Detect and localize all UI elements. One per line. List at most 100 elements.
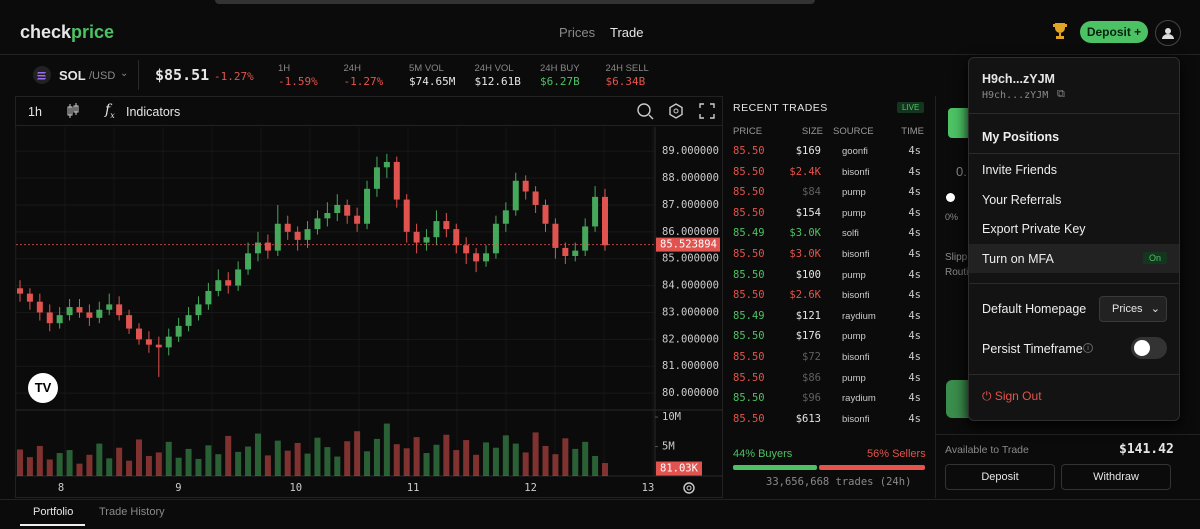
volume-bar bbox=[185, 448, 192, 476]
menu-referrals[interactable]: Your Referrals bbox=[982, 193, 1062, 207]
trade-size: $176 bbox=[795, 330, 821, 343]
divider bbox=[0, 54, 1200, 55]
sellers-bar bbox=[818, 465, 925, 470]
logo[interactable]: checkprice bbox=[20, 22, 114, 43]
candle-icon[interactable] bbox=[66, 103, 80, 122]
deposit-small[interactable]: Deposit bbox=[945, 464, 1055, 490]
candle-body bbox=[205, 290, 212, 305]
trophy-icon[interactable] bbox=[1052, 22, 1068, 40]
signout[interactable]: ⏻ Sign Out bbox=[982, 389, 1042, 403]
y-tick-label: 83.000000 bbox=[662, 306, 719, 318]
homepage-select[interactable]: Prices ⌄ bbox=[1099, 296, 1167, 322]
indicators-button[interactable]: Indicators bbox=[126, 105, 181, 119]
stat-value: $6.27B bbox=[540, 75, 580, 88]
trade-price: 85.49 bbox=[733, 309, 765, 322]
toolbar-icons[interactable] bbox=[636, 102, 716, 123]
info-icon[interactable]: i bbox=[1083, 343, 1093, 353]
trades-header: SIZE bbox=[801, 126, 823, 137]
buyers-bar bbox=[733, 465, 817, 470]
x-tick-label: 10 bbox=[289, 482, 302, 494]
trade-time: 4s bbox=[908, 186, 921, 199]
nav-prices[interactable]: Prices bbox=[559, 25, 596, 40]
candle-body bbox=[225, 280, 232, 286]
stat-label: 24H BUY bbox=[540, 63, 580, 74]
volume-bar bbox=[76, 463, 83, 476]
y-tick-label: 86.000000 bbox=[662, 226, 719, 238]
volume-bar bbox=[175, 457, 182, 476]
settings-icon[interactable] bbox=[682, 481, 696, 498]
trade-source: pump bbox=[842, 269, 866, 281]
trade-time: 4s bbox=[908, 309, 921, 322]
interval[interactable]: 1h bbox=[28, 105, 42, 119]
trade-price: 85.50 bbox=[733, 371, 765, 384]
candle-body bbox=[76, 307, 83, 313]
candle-body bbox=[552, 223, 559, 248]
account-menu bbox=[968, 57, 1180, 421]
candle-body bbox=[492, 223, 499, 254]
trade-size: $84 bbox=[802, 186, 821, 199]
trade-source: goonfi bbox=[842, 146, 868, 157]
trade-size: $154 bbox=[795, 206, 821, 219]
deposit-button[interactable]: Deposit + bbox=[1080, 21, 1148, 43]
trade-size: $613 bbox=[795, 412, 821, 425]
trade-source: solfi bbox=[842, 228, 859, 240]
candle-body bbox=[582, 226, 589, 251]
trade-time: 4s bbox=[908, 227, 921, 240]
nav-trade[interactable]: Trade bbox=[610, 25, 644, 40]
trade-source: raydium bbox=[842, 393, 876, 405]
volume-bar bbox=[562, 438, 569, 476]
volume-bar bbox=[304, 453, 311, 476]
user-button[interactable] bbox=[1155, 20, 1181, 46]
volume-bar bbox=[145, 455, 152, 476]
slippage: Slipp bbox=[945, 252, 968, 263]
menu-export-key[interactable]: Export Private Key bbox=[982, 222, 1086, 236]
candle-body bbox=[26, 293, 33, 302]
menu-mfa[interactable]: Turn on MFA bbox=[982, 252, 1054, 266]
trade-price: 85.50 bbox=[733, 145, 765, 157]
price: $85.51 bbox=[155, 66, 210, 84]
trade-price: 85.50 bbox=[733, 165, 765, 178]
volume-bar bbox=[483, 442, 490, 476]
volume-bar bbox=[56, 453, 63, 476]
volume-bar bbox=[492, 447, 499, 476]
x-tick-label: 8 bbox=[58, 482, 64, 494]
volume-bar bbox=[552, 454, 559, 476]
copy-icon[interactable]: ⧉ bbox=[1057, 88, 1065, 100]
y-tick-label: 81.000000 bbox=[662, 360, 719, 372]
trade-source: pump bbox=[842, 207, 866, 219]
trade-time: 4s bbox=[908, 206, 921, 219]
chevron[interactable]: ⌄ bbox=[120, 68, 129, 79]
symbol[interactable]: SOL bbox=[59, 68, 86, 83]
slider-knob[interactable] bbox=[946, 193, 955, 202]
trade-source: bisonfi bbox=[842, 166, 870, 178]
tab-trade-history[interactable]: Trade History bbox=[99, 506, 165, 518]
candle-body bbox=[235, 269, 242, 286]
menu-invite[interactable]: Invite Friends bbox=[982, 163, 1058, 177]
candle-body bbox=[264, 242, 271, 251]
tab-portfolio[interactable]: Portfolio bbox=[33, 506, 74, 518]
trade-size: $100 bbox=[795, 268, 821, 281]
persist-toggle[interactable] bbox=[1131, 337, 1167, 359]
candle-body bbox=[383, 161, 390, 168]
volume-tick-label: 10M bbox=[662, 411, 681, 423]
trades-title: RECENT TRADES bbox=[733, 102, 828, 114]
candle-chart: 80.000000 81.000000 82.000000 83.000000 84.0… bbox=[15, 127, 723, 494]
tradingview-logo[interactable]: TV bbox=[28, 373, 58, 403]
trade-time: 4s bbox=[908, 412, 921, 425]
volume-bar bbox=[383, 423, 390, 476]
trade-source: bisonfi bbox=[842, 413, 870, 425]
volume-bar bbox=[602, 463, 608, 476]
candle-body bbox=[522, 180, 529, 192]
chart-panel bbox=[15, 96, 723, 498]
candle-body bbox=[106, 304, 113, 310]
menu-positions[interactable]: My Positions bbox=[982, 130, 1060, 144]
trade-size: $3.0K bbox=[789, 248, 821, 260]
candle-body bbox=[145, 339, 152, 345]
trade-price: 85.50 bbox=[733, 412, 765, 425]
divider bbox=[935, 434, 1200, 435]
withdraw[interactable]: Withdraw bbox=[1061, 464, 1171, 490]
trade-size: $96 bbox=[802, 392, 821, 405]
available: $141.42 bbox=[1119, 442, 1174, 457]
fx-icon[interactable]: fx bbox=[105, 102, 115, 120]
volume-bar bbox=[344, 441, 351, 476]
